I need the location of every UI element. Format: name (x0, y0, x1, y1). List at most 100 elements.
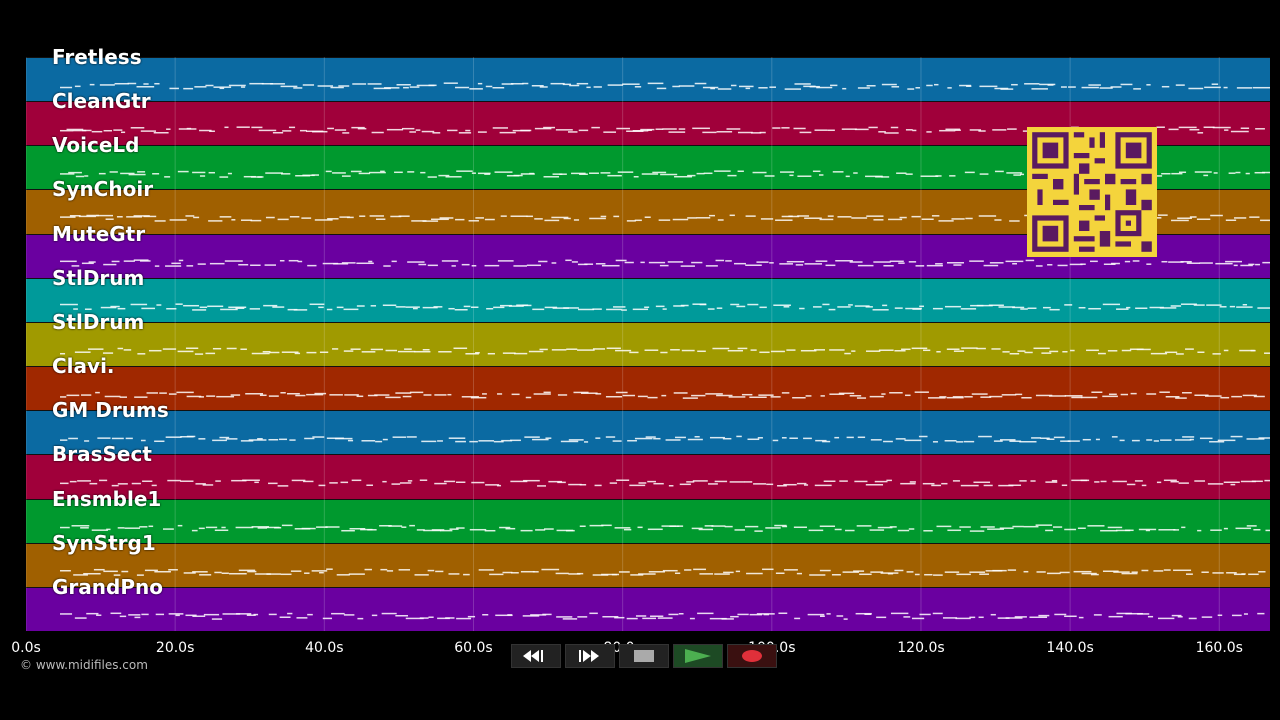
note-mark (834, 528, 842, 530)
note-mark (510, 83, 524, 85)
note-mark (976, 347, 986, 350)
track-name: Clavi. (52, 354, 115, 379)
note-mark (447, 129, 458, 132)
note-mark (911, 216, 921, 218)
note-mark (125, 437, 133, 440)
note-mark (522, 82, 529, 85)
note-mark (797, 175, 812, 178)
note-mark (169, 87, 179, 90)
note-mark (176, 391, 194, 394)
note-mark (593, 86, 602, 88)
note-mark (439, 217, 454, 220)
note-mark (906, 570, 914, 573)
note-mark (844, 352, 851, 355)
note-mark (468, 220, 479, 222)
note-mark (1007, 569, 1017, 571)
note-mark (804, 484, 809, 487)
note-mark (607, 84, 624, 86)
note-mark (1220, 397, 1230, 399)
note-mark (632, 308, 649, 310)
note-mark (626, 220, 636, 223)
note-mark (827, 129, 835, 132)
note-mark (797, 215, 809, 218)
note-mark (1156, 126, 1165, 129)
note-strip (60, 170, 1270, 179)
note-mark (280, 392, 286, 394)
note-mark (74, 85, 81, 88)
note-mark (1091, 391, 1103, 394)
note-mark (723, 571, 734, 573)
fast-forward-button[interactable] (565, 644, 615, 668)
note-mark (409, 86, 420, 88)
note-mark (1160, 439, 1172, 442)
note-mark (71, 264, 80, 267)
note-mark (1020, 308, 1028, 310)
note-mark (492, 86, 505, 89)
note-mark (91, 131, 103, 133)
note-mark (263, 304, 278, 307)
note-mark (123, 349, 132, 351)
note-mark (326, 308, 333, 311)
note-mark (341, 175, 351, 178)
note-mark (1024, 83, 1040, 85)
track-name: StlDrum (52, 265, 145, 290)
note-mark (647, 396, 658, 399)
note-mark (627, 440, 637, 442)
note-mark (727, 349, 743, 352)
play-button[interactable] (673, 644, 723, 668)
note-mark (1033, 347, 1050, 349)
note-mark (778, 612, 788, 614)
note-mark (1012, 306, 1025, 308)
note-mark (716, 307, 723, 309)
transport-controls (511, 644, 777, 668)
track-lane (26, 277, 1270, 322)
note-mark (332, 172, 346, 174)
note-mark (1201, 571, 1209, 573)
stop-button[interactable] (619, 644, 669, 668)
note-mark (866, 215, 884, 218)
note-mark (1180, 260, 1192, 263)
track-lane (26, 321, 1270, 367)
note-mark (638, 572, 656, 575)
note-mark (453, 347, 468, 349)
note-mark (737, 170, 744, 173)
note-mark (1181, 392, 1192, 394)
record-button[interactable] (727, 644, 777, 668)
note-mark (165, 264, 182, 267)
note-mark (735, 570, 741, 572)
note-mark (1185, 348, 1194, 350)
note-mark (369, 172, 386, 174)
note-mark (998, 485, 1014, 487)
note-mark (783, 484, 797, 486)
note-mark (438, 175, 450, 177)
note-mark (932, 441, 938, 443)
note-mark (102, 352, 114, 354)
note-mark (774, 524, 787, 526)
note-strip (60, 612, 1265, 620)
note-mark (169, 219, 187, 222)
note-mark (1049, 395, 1066, 397)
note-mark (983, 485, 993, 487)
note-mark (905, 173, 913, 176)
note-mark (194, 353, 204, 355)
note-mark (1094, 481, 1100, 484)
note-mark (541, 568, 560, 570)
note-mark (834, 437, 840, 439)
note-mark (999, 526, 1014, 529)
rewind-button[interactable] (511, 644, 561, 668)
note-mark (531, 84, 544, 87)
note-mark (295, 394, 306, 397)
note-mark (1193, 304, 1205, 306)
note-mark (796, 483, 807, 485)
note-mark (870, 439, 882, 441)
note-mark (674, 436, 686, 439)
note-mark (535, 528, 546, 531)
note-mark (659, 264, 669, 266)
copyright-text: © www.midifiles.com (20, 658, 148, 672)
note-mark (891, 86, 900, 88)
note-mark (1078, 616, 1084, 619)
note-mark (979, 173, 989, 176)
note-mark (1131, 440, 1140, 442)
note-mark (1204, 86, 1221, 89)
note-mark (1008, 484, 1022, 487)
